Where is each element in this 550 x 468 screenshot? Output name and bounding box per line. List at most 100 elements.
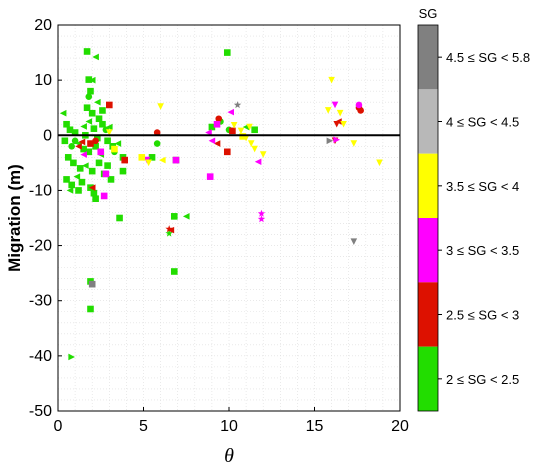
data-point (246, 123, 253, 131)
data-point (230, 122, 238, 129)
y-tick-label: -50 (29, 403, 52, 420)
data-point (68, 181, 75, 189)
data-point (153, 129, 161, 136)
legend-label: 4.5 ≤ SG < 5.8 (446, 50, 530, 65)
data-point (376, 159, 383, 167)
data-point (213, 140, 221, 147)
y-tick-label: -40 (29, 348, 52, 365)
data-point (182, 213, 190, 220)
data-point (61, 137, 69, 145)
data-point (324, 107, 332, 114)
data-point (76, 165, 84, 172)
data-point (97, 148, 105, 156)
data-point (92, 53, 99, 61)
data-point (170, 213, 178, 220)
data-point (92, 143, 99, 150)
data-point (233, 101, 242, 109)
data-point (63, 120, 70, 128)
data-point (229, 127, 236, 135)
data-point (205, 129, 212, 136)
x-tick-label: 20 (391, 418, 409, 435)
data-point (80, 151, 87, 158)
data-point (331, 101, 339, 109)
data-point (70, 159, 77, 167)
data-point (99, 120, 106, 128)
legend-label: 4 ≤ SG < 4.5 (446, 115, 519, 130)
data-point (95, 159, 103, 167)
data-point (68, 353, 75, 361)
data-point (85, 148, 93, 156)
x-tick-label: 0 (54, 418, 63, 435)
data-point (75, 187, 82, 194)
data-point (350, 140, 358, 147)
y-tick-label: -20 (29, 238, 52, 255)
data-point (333, 136, 341, 143)
data-point (116, 214, 123, 222)
data-point (355, 101, 363, 109)
data-point (66, 126, 74, 134)
data-point (99, 107, 106, 114)
data-point (88, 109, 96, 117)
data-point (119, 167, 127, 175)
data-point (88, 280, 96, 288)
data-point (172, 156, 180, 164)
data-point (111, 145, 118, 153)
data-point (350, 238, 358, 246)
data-point (227, 108, 235, 116)
data-point (78, 138, 86, 146)
data-point (170, 268, 178, 275)
data-point (251, 126, 258, 134)
data-point (87, 305, 94, 313)
data-point (121, 156, 128, 164)
data-point (82, 162, 89, 169)
data-point (59, 109, 67, 117)
data-point (208, 123, 216, 131)
x-tick-label: 10 (220, 418, 238, 435)
data-point (165, 229, 173, 237)
data-point (64, 154, 72, 161)
data-point (148, 154, 156, 161)
data-point (223, 49, 231, 56)
scatter-points (59, 48, 383, 361)
data-point (251, 145, 258, 153)
data-point (102, 170, 110, 178)
data-point (80, 123, 87, 130)
data-point (88, 167, 96, 175)
data-point (94, 98, 101, 106)
data-point (66, 187, 74, 194)
data-point (73, 173, 81, 180)
data-point (239, 133, 246, 140)
data-point (83, 48, 91, 55)
data-point (340, 120, 347, 128)
legend-frame (417, 24, 439, 412)
data-point (326, 137, 334, 145)
x-tick-label: 15 (306, 418, 324, 435)
legend-label: 3.5 ≤ SG < 4 (446, 179, 519, 194)
data-point (80, 145, 87, 153)
data-point (104, 162, 111, 169)
x-tick-label: 5 (139, 418, 148, 435)
y-tick-label: -10 (29, 182, 52, 199)
data-point (68, 143, 75, 150)
data-point (107, 176, 115, 183)
legend-swatch (418, 346, 438, 411)
data-point (247, 140, 255, 147)
data-point (206, 173, 214, 180)
y-axis-ticks: -50 -40 -30 -20 -10 0 10 20 (29, 17, 62, 420)
data-point (254, 158, 262, 166)
legend-label: 2.5 ≤ SG < 3 (446, 308, 519, 323)
data-point (88, 184, 96, 191)
data-point (100, 192, 108, 200)
data-point (213, 120, 221, 128)
data-point (257, 215, 266, 223)
data-point (75, 143, 82, 150)
data-point (104, 137, 111, 145)
data-point (87, 87, 94, 95)
data-point (106, 101, 113, 109)
legend-colorbar: 4.5 ≤ SG < 5.8 4 ≤ SG < 4.5 3.5 ≤ SG < 4 3 … (417, 24, 530, 412)
data-point (145, 159, 152, 167)
data-point (223, 148, 231, 156)
data-point (165, 225, 173, 233)
data-point (138, 154, 146, 161)
legend-title: SG (419, 6, 438, 21)
